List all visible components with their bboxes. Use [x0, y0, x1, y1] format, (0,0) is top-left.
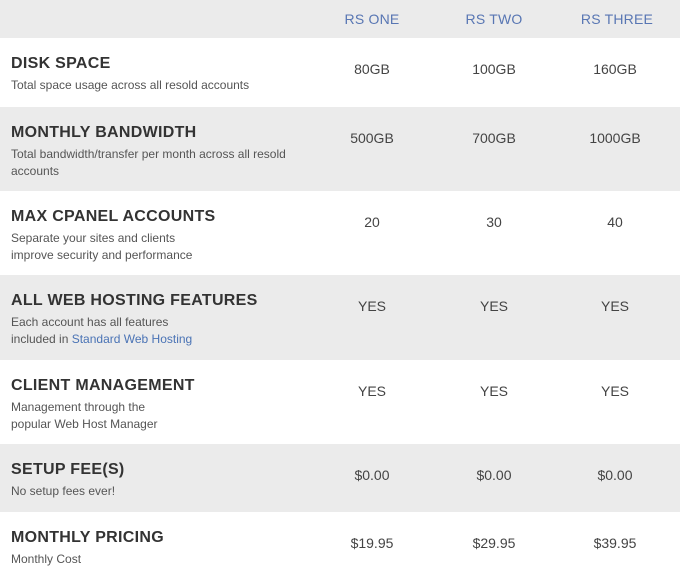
row-client-management: CLIENT MANAGEMENT Management through the… — [0, 360, 680, 444]
feature-description-line: Management through the — [11, 400, 146, 414]
feature-description-line: Total bandwidth/transfer per month acros… — [11, 147, 286, 161]
feature-description-line: improve security and performance — [11, 248, 193, 262]
standard-web-hosting-link[interactable]: Standard Web Hosting — [71, 332, 193, 346]
feature-description: No setup fees ever! — [11, 484, 116, 498]
row-disk-space: DISK SPACE Total space usage across all … — [0, 38, 680, 107]
feature-monthly-bandwidth: MONTHLY BANDWIDTH Total bandwidth/transf… — [11, 123, 329, 180]
feature-description-line: popular Web Host Manager — [11, 417, 158, 431]
value-rs-one: $19.95 — [350, 535, 394, 551]
row-monthly-pricing: MONTHLY PRICING Monthly Cost $19.95 $29.… — [0, 512, 680, 578]
value-rs-two: YES — [479, 298, 508, 314]
feature-description: Total space usage across all resold acco… — [11, 78, 250, 92]
row-max-cpanel-accounts: MAX CPANEL ACCOUNTS Separate your sites … — [0, 191, 680, 275]
value-rs-three: $39.95 — [593, 535, 637, 551]
value-rs-one: 80GB — [354, 61, 390, 77]
value-rs-one: 500GB — [350, 130, 394, 146]
feature-description-line: Separate your sites and clients — [11, 231, 176, 245]
feature-description-line: included in Standard Web Hosting — [11, 331, 329, 348]
feature-title: MAX CPANEL ACCOUNTS — [11, 208, 216, 225]
value-rs-two: YES — [479, 383, 508, 399]
feature-title: SETUP FEE(S) — [11, 461, 125, 478]
feature-setup-fees: SETUP FEE(S) No setup fees ever! — [11, 460, 329, 500]
value-rs-one: YES — [357, 383, 386, 399]
value-rs-one: YES — [357, 298, 386, 314]
feature-description: Total bandwidth/transfer per month acros… — [11, 146, 329, 180]
value-rs-three: 160GB — [593, 61, 637, 77]
value-rs-two: $29.95 — [472, 535, 516, 551]
row-monthly-bandwidth: MONTHLY BANDWIDTH Total bandwidth/transf… — [0, 107, 680, 191]
value-rs-three: YES — [600, 298, 629, 314]
feature-title: MONTHLY BANDWIDTH — [11, 124, 197, 141]
value-rs-three: 40 — [607, 214, 623, 230]
feature-description-line: accounts — [11, 164, 60, 178]
feature-description-prefix: included in — [11, 332, 72, 346]
value-rs-three: 1000GB — [589, 130, 641, 146]
value-rs-two: 700GB — [472, 130, 516, 146]
value-rs-two: 100GB — [472, 61, 516, 77]
plan-header-rs-two: RS TWO — [465, 11, 523, 27]
feature-title: MONTHLY PRICING — [11, 529, 164, 546]
value-rs-two: $0.00 — [476, 467, 512, 483]
feature-disk-space: DISK SPACE Total space usage across all … — [11, 54, 329, 94]
row-all-web-hosting-features: ALL WEB HOSTING FEATURES Each account ha… — [0, 275, 680, 360]
value-rs-three: YES — [600, 383, 629, 399]
feature-client-management: CLIENT MANAGEMENT Management through the… — [11, 376, 329, 433]
feature-description-line: Each account has all features — [11, 315, 169, 329]
value-rs-two: 30 — [486, 214, 502, 230]
value-rs-one: 20 — [364, 214, 380, 230]
plan-header-rs-one: RS ONE — [344, 11, 400, 27]
feature-description: Separate your sites and clients improve … — [11, 230, 329, 264]
feature-title: CLIENT MANAGEMENT — [11, 377, 195, 394]
row-setup-fees: SETUP FEE(S) No setup fees ever! $0.00 $… — [0, 444, 680, 512]
feature-monthly-pricing: MONTHLY PRICING Monthly Cost — [11, 528, 329, 568]
value-rs-three: $0.00 — [597, 467, 633, 483]
feature-title: DISK SPACE — [11, 55, 111, 72]
feature-description: Monthly Cost — [11, 552, 82, 566]
value-rs-one: $0.00 — [354, 467, 390, 483]
plan-header-row: RS ONE RS TWO RS THREE — [0, 0, 680, 38]
feature-description: Each account has all features included i… — [11, 314, 329, 348]
feature-all-web-hosting-features: ALL WEB HOSTING FEATURES Each account ha… — [11, 291, 329, 348]
feature-max-cpanel-accounts: MAX CPANEL ACCOUNTS Separate your sites … — [11, 207, 329, 264]
feature-title: ALL WEB HOSTING FEATURES — [11, 292, 258, 309]
feature-description: Management through the popular Web Host … — [11, 399, 329, 433]
plan-header-rs-three: RS THREE — [580, 11, 654, 27]
